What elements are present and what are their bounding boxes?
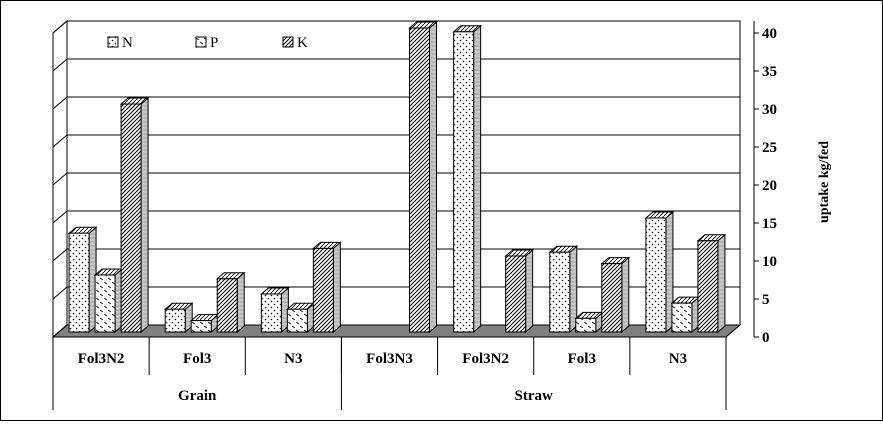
legend-label-p: P (210, 35, 218, 51)
bar-p (670, 296, 701, 334)
bar-side (717, 233, 726, 334)
bar-n (163, 302, 194, 334)
bar-front (286, 308, 308, 333)
gridline-side (52, 134, 68, 148)
bar-front (312, 247, 334, 333)
gridline-side (52, 210, 68, 224)
bar-n (452, 24, 482, 334)
y-tick-label: 0 (762, 330, 770, 346)
bar-front (697, 240, 719, 333)
gridline-side (52, 96, 68, 110)
y-tick-label: 25 (762, 140, 777, 156)
legend-label-k: K (297, 35, 308, 51)
group-label: Straw (515, 388, 553, 404)
y-tick-label: 35 (762, 64, 777, 80)
bar-k (215, 271, 246, 334)
bar-k (696, 233, 727, 334)
category-label: Fol3N2 (78, 351, 125, 367)
category-label: N3 (284, 351, 302, 367)
bar-front (164, 308, 186, 333)
bar-k (600, 256, 631, 334)
gridline-side (52, 248, 68, 262)
bar-front (68, 232, 90, 333)
bar-front (120, 103, 142, 333)
gridline-side (52, 20, 68, 34)
bar-n (260, 286, 290, 334)
bar-front (645, 217, 667, 333)
bar-front (505, 255, 527, 333)
gridline-side (52, 286, 68, 300)
bar-front (260, 293, 282, 333)
bar-front (190, 320, 212, 333)
bar-front (671, 302, 693, 333)
gridline-side (52, 58, 68, 72)
bar-side (332, 241, 341, 334)
bar-front (94, 274, 116, 333)
y-tick-label: 10 (762, 254, 777, 270)
bar-side (236, 271, 245, 334)
bar-side (621, 256, 630, 334)
bar-front (453, 31, 475, 333)
bar-n (67, 226, 98, 334)
category-label: Fol3N2 (462, 351, 509, 367)
y-tick-label: 20 (762, 178, 777, 194)
bar-k (504, 248, 534, 334)
bar-p (93, 267, 124, 334)
y-tick-label: 40 (762, 26, 777, 42)
bar-front (601, 263, 623, 333)
y-tick-label: 15 (762, 216, 777, 232)
legend-swatch-k (282, 36, 294, 48)
gridline-side (52, 172, 68, 186)
gridline-side (52, 324, 68, 338)
bar-front (216, 278, 238, 333)
legend-swatch-p (195, 36, 207, 48)
bar-k (312, 241, 342, 334)
group-label: Grain (178, 388, 217, 404)
bar-side (429, 20, 437, 334)
bar-k (408, 20, 438, 334)
bar-k (119, 96, 150, 334)
y-axis-title: uptake kg/fed (817, 141, 832, 223)
bar-front (409, 27, 430, 333)
bar-n (548, 245, 579, 334)
bar-p (574, 311, 605, 334)
legend-swatch-n (107, 36, 119, 48)
bar-front (549, 251, 571, 333)
bar-p (286, 302, 316, 334)
bar-side (525, 248, 534, 334)
category-label: Fol3 (568, 351, 596, 367)
category-label: Fol3 (183, 351, 211, 367)
bar-n (644, 210, 675, 334)
y-tick-label: 30 (762, 102, 777, 118)
category-label: Fol3N3 (366, 351, 413, 367)
bar-side (473, 24, 482, 334)
bar-front (575, 317, 597, 333)
legend-label-n: N (122, 35, 133, 51)
bar-p (189, 313, 220, 334)
bar-side (140, 96, 149, 334)
chart-floor (51, 324, 742, 338)
category-label: N3 (669, 351, 687, 367)
y-tick-label: 5 (762, 292, 770, 308)
